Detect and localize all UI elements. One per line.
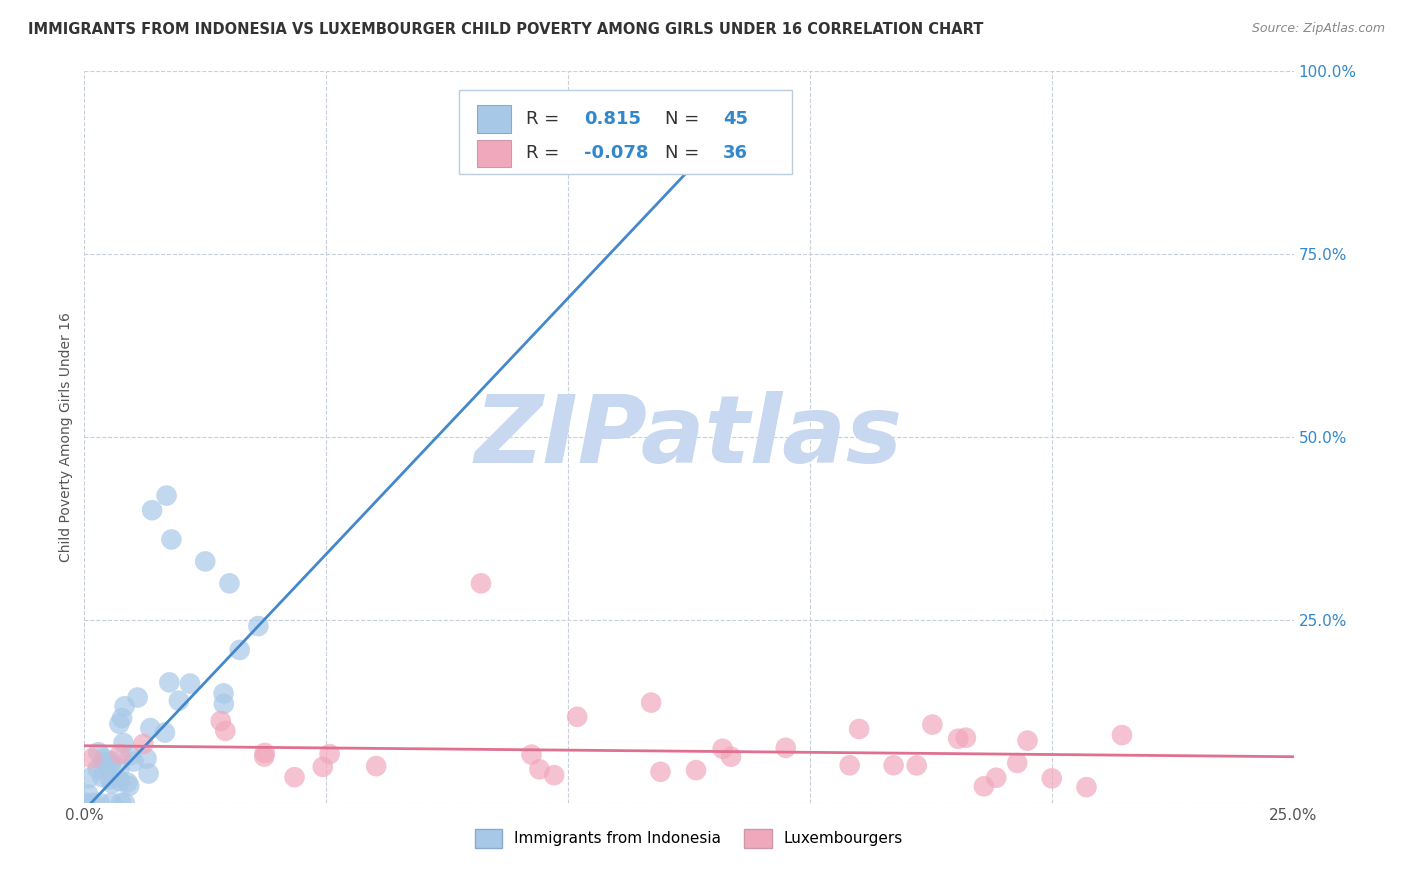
Point <box>91 757 114 772</box>
Point <box>160 533 183 547</box>
Point <box>80 751 103 765</box>
Point <box>1017 733 1039 747</box>
Point <box>86 762 108 776</box>
Point <box>98 772 121 787</box>
Point <box>775 740 797 755</box>
Point <box>167 693 190 707</box>
Bar <box>478 139 512 168</box>
Point <box>685 763 707 777</box>
Point <box>153 725 176 739</box>
Point <box>650 764 672 779</box>
Point <box>973 780 995 794</box>
Text: N =: N = <box>665 110 704 128</box>
Point <box>1111 728 1133 742</box>
Point <box>96 755 118 769</box>
Point <box>253 746 276 760</box>
Point <box>108 762 131 776</box>
Point <box>179 676 201 690</box>
Point <box>1040 772 1063 786</box>
Point <box>100 757 122 772</box>
Point <box>108 747 131 761</box>
Point <box>135 751 157 765</box>
Point <box>212 697 235 711</box>
Point <box>986 771 1008 785</box>
Point <box>114 699 136 714</box>
Point <box>91 770 114 784</box>
Point <box>312 760 335 774</box>
Point <box>117 775 139 789</box>
Point <box>1005 756 1028 770</box>
Point <box>520 747 543 762</box>
Text: 36: 36 <box>723 145 748 162</box>
Point <box>218 576 240 591</box>
Point <box>112 736 135 750</box>
Point <box>138 766 160 780</box>
Point <box>283 770 305 784</box>
Text: R =: R = <box>526 110 565 128</box>
Point <box>366 759 388 773</box>
Point <box>921 717 943 731</box>
Point <box>122 755 145 769</box>
Point <box>720 749 742 764</box>
Point <box>318 747 340 761</box>
Point <box>93 751 115 765</box>
Point <box>82 796 104 810</box>
Point <box>118 779 141 793</box>
Point <box>543 768 565 782</box>
Point <box>711 741 734 756</box>
Text: ZIPatlas: ZIPatlas <box>475 391 903 483</box>
Point <box>89 796 111 810</box>
Text: R =: R = <box>526 145 565 162</box>
Point <box>127 690 149 705</box>
Point <box>1076 780 1098 794</box>
Point <box>955 731 977 745</box>
Point <box>155 489 177 503</box>
Point <box>567 710 589 724</box>
Point <box>905 758 928 772</box>
Text: -0.078: -0.078 <box>583 145 648 162</box>
Text: N =: N = <box>665 145 704 162</box>
Point <box>214 723 236 738</box>
Point <box>101 776 124 790</box>
Point <box>87 745 110 759</box>
Point <box>108 774 131 789</box>
Point <box>848 722 870 736</box>
Point <box>108 716 131 731</box>
Text: Source: ZipAtlas.com: Source: ZipAtlas.com <box>1251 22 1385 36</box>
Point <box>209 714 232 728</box>
Y-axis label: Child Poverty Among Girls Under 16: Child Poverty Among Girls Under 16 <box>59 312 73 562</box>
Bar <box>478 105 512 133</box>
Point <box>114 796 136 810</box>
Legend: Immigrants from Indonesia, Luxembourgers: Immigrants from Indonesia, Luxembourgers <box>468 822 910 854</box>
FancyBboxPatch shape <box>460 90 792 174</box>
Point <box>247 619 270 633</box>
Point <box>228 643 250 657</box>
Point <box>139 721 162 735</box>
Point <box>111 711 134 725</box>
Point <box>529 762 551 776</box>
Point <box>120 748 142 763</box>
Point <box>75 796 97 810</box>
Point <box>110 796 132 810</box>
Point <box>838 758 860 772</box>
Point <box>132 737 155 751</box>
Point <box>194 554 217 568</box>
Text: IMMIGRANTS FROM INDONESIA VS LUXEMBOURGER CHILD POVERTY AMONG GIRLS UNDER 16 COR: IMMIGRANTS FROM INDONESIA VS LUXEMBOURGE… <box>28 22 983 37</box>
Point <box>948 731 970 746</box>
Point <box>212 686 235 700</box>
Point <box>157 675 180 690</box>
Point <box>100 754 122 768</box>
Point <box>77 788 100 802</box>
Point <box>253 749 276 764</box>
Point <box>77 771 100 785</box>
Point <box>141 503 163 517</box>
Point <box>470 576 492 591</box>
Point <box>100 796 122 810</box>
Text: 0.815: 0.815 <box>583 110 641 128</box>
Point <box>883 758 905 772</box>
Text: 45: 45 <box>723 110 748 128</box>
Point <box>640 696 662 710</box>
